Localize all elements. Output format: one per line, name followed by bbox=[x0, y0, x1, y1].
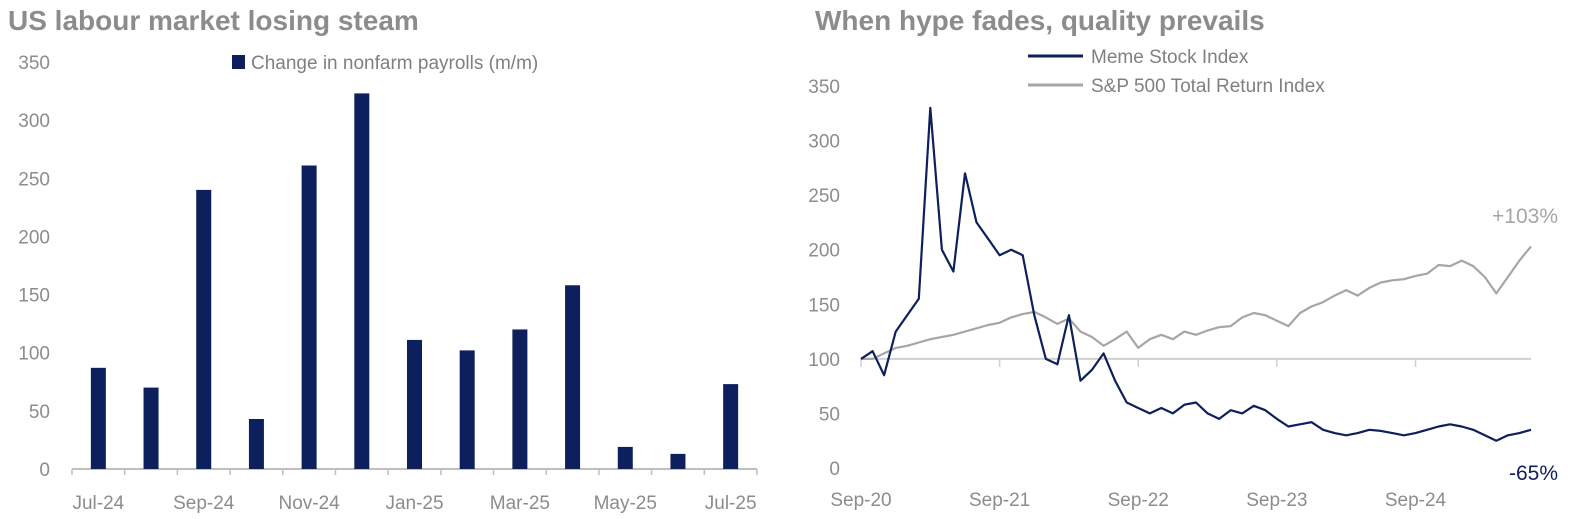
right-x-tick-label: Sep-20 bbox=[830, 490, 891, 511]
left-y-tick-label: 350 bbox=[18, 53, 50, 74]
payroll-bar bbox=[248, 418, 264, 469]
meme-end-label: -65% bbox=[1509, 462, 1558, 485]
payroll-bar bbox=[196, 189, 212, 469]
right-chart-title: When hype fades, quality prevails bbox=[815, 5, 1265, 36]
payroll-bar bbox=[459, 350, 475, 469]
right-chart: Meme Stock Index S&P 500 Total Return In… bbox=[808, 47, 1558, 511]
right-x-tick-label: Sep-21 bbox=[969, 490, 1030, 511]
left-chart-title: US labour market losing steam bbox=[8, 5, 419, 36]
left-y-tick-label: 0 bbox=[39, 460, 50, 481]
payroll-bar bbox=[565, 285, 581, 469]
left-x-tick-label: Mar-25 bbox=[490, 493, 550, 514]
left-x-tick-label: Nov-24 bbox=[278, 493, 340, 514]
left-x-tick-label: Jan-25 bbox=[385, 493, 443, 514]
left-legend-swatch bbox=[232, 55, 245, 69]
right-x-tick-label: Sep-23 bbox=[1246, 490, 1307, 511]
left-y-tick-label: 100 bbox=[18, 344, 50, 365]
right-x-tick-label: Sep-22 bbox=[1108, 490, 1169, 511]
right-y-tick-label: 250 bbox=[808, 186, 840, 207]
left-y-tick-label: 50 bbox=[29, 402, 50, 423]
right-y-tick-label: 350 bbox=[808, 77, 840, 98]
left-y-tick-label: 200 bbox=[18, 227, 50, 248]
payroll-bar bbox=[90, 367, 106, 469]
meme-legend-label: Meme Stock Index bbox=[1091, 47, 1249, 68]
sp500-end-label: +103% bbox=[1492, 205, 1558, 228]
payroll-bar bbox=[407, 339, 422, 469]
sp500-legend-label: S&P 500 Total Return Index bbox=[1091, 76, 1325, 97]
right-y-tick-label: 150 bbox=[808, 295, 840, 316]
left-x-tick-label: May-25 bbox=[594, 493, 657, 514]
left-y-tick-label: 250 bbox=[18, 169, 50, 190]
meme-stock-line bbox=[860, 106, 1532, 442]
right-y-tick-label: 0 bbox=[829, 459, 840, 480]
left-legend-label: Change in nonfarm payrolls (m/m) bbox=[251, 53, 538, 74]
right-y-tick-label: 300 bbox=[808, 132, 840, 153]
left-x-tick-label: Jul-25 bbox=[705, 493, 757, 514]
left-y-tick-label: 300 bbox=[18, 111, 50, 132]
left-chart: Change in nonfarm payrolls (m/m) 0 50 100 1… bbox=[18, 53, 758, 514]
sp500-line bbox=[861, 245, 1532, 360]
left-y-tick-label: 150 bbox=[18, 286, 50, 307]
payroll-bar bbox=[143, 387, 159, 469]
right-y-tick-label: 100 bbox=[808, 350, 840, 371]
left-x-tick-label: Jul-24 bbox=[72, 493, 124, 514]
payroll-bar bbox=[301, 165, 317, 469]
payroll-bar bbox=[670, 453, 686, 469]
payroll-bar bbox=[723, 384, 739, 469]
left-x-tick-label: Sep-24 bbox=[173, 493, 235, 514]
right-y-tick-label: 50 bbox=[819, 404, 840, 425]
right-x-tick-label: Sep-24 bbox=[1385, 490, 1447, 511]
right-y-tick-label: 200 bbox=[808, 241, 840, 262]
payroll-bar bbox=[512, 329, 528, 469]
payroll-bar bbox=[617, 446, 633, 469]
payroll-bar bbox=[354, 93, 370, 469]
